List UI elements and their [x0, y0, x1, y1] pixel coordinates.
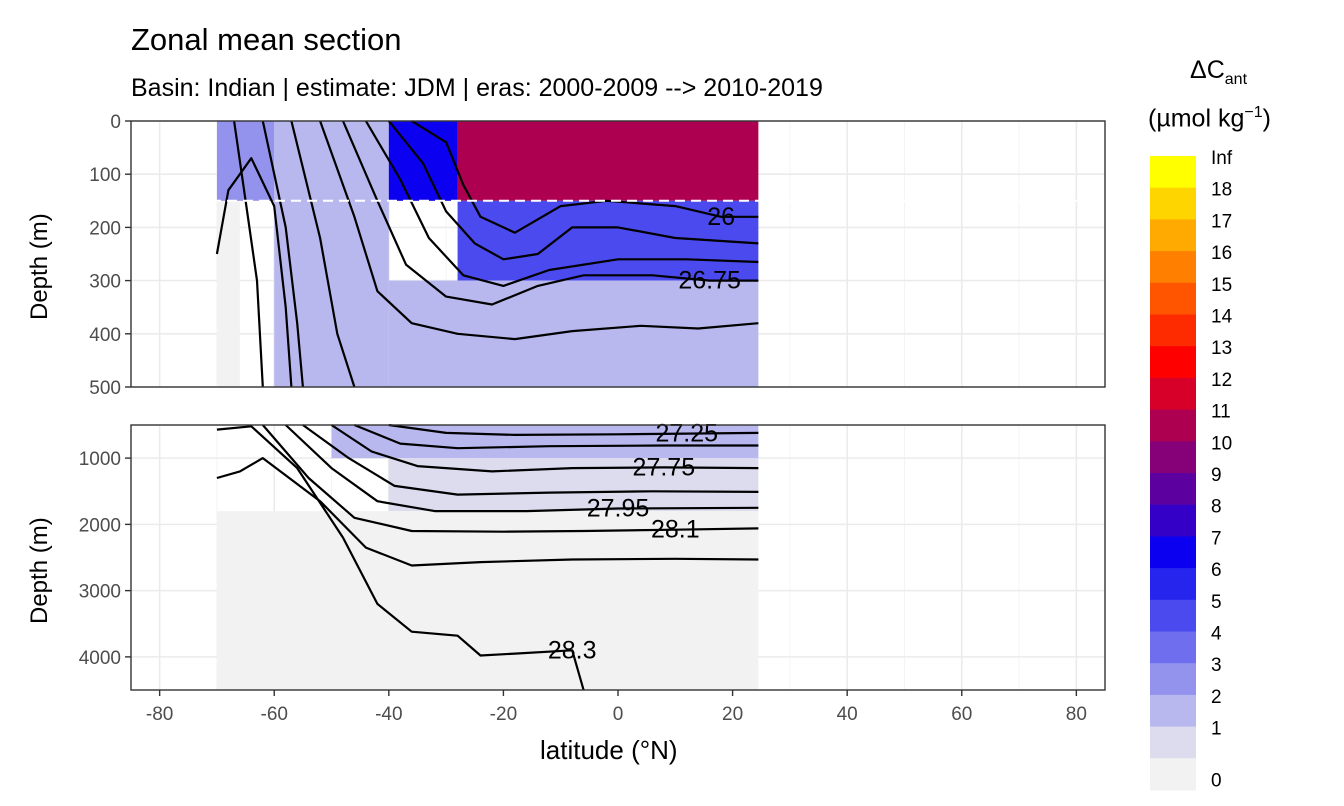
field-cell — [388, 458, 759, 512]
legend-swatch — [1150, 536, 1196, 569]
field-cell — [331, 425, 759, 459]
legend-label: Inf — [1211, 148, 1233, 169]
legend-label: 8 — [1211, 497, 1222, 518]
y-tick-label: 300 — [89, 272, 121, 293]
legend-swatch — [1150, 346, 1196, 379]
legend-swatch — [1150, 377, 1196, 411]
field-cell — [274, 121, 389, 387]
panel-border — [130, 120, 1106, 388]
legend-swatch — [1150, 568, 1196, 601]
legend-swatch — [1150, 187, 1196, 220]
contour-label: 28.1 — [651, 516, 700, 544]
legend-label: 10 — [1211, 433, 1232, 454]
legend-label: 14 — [1211, 307, 1233, 328]
legend-label: 4 — [1211, 624, 1222, 645]
legend-label: 11 — [1211, 402, 1231, 423]
contour-line — [233, 120, 264, 388]
legend-label: 9 — [1211, 465, 1222, 486]
y-tick-label: 2000 — [79, 515, 121, 536]
y-tick-label: 200 — [89, 218, 121, 239]
chart-subtitle: Basin: Indian | estimate: JDM | eras: 20… — [131, 74, 823, 102]
legend-label: 15 — [1211, 275, 1232, 296]
x-tick-label: 20 — [722, 704, 743, 725]
legend-label: 3 — [1211, 655, 1222, 676]
contour-line — [319, 120, 759, 341]
legend-swatch — [1150, 599, 1196, 632]
contour-line — [364, 120, 759, 287]
contour-label: 26 — [707, 203, 735, 231]
legend-label: 2 — [1211, 687, 1222, 708]
contour-label: 26.75 — [678, 267, 741, 295]
legend-swatch — [1150, 663, 1196, 696]
x-tick-label: 0 — [613, 704, 624, 725]
contour-line — [261, 424, 759, 533]
legend-label: 12 — [1211, 370, 1232, 391]
contour-line — [388, 423, 759, 436]
x-axis-label: latitude (°N) — [540, 735, 678, 765]
legend-swatch — [1150, 726, 1196, 759]
contour-line — [411, 120, 759, 234]
legend-label: 1 — [1211, 719, 1222, 740]
legend-swatch — [1150, 219, 1196, 252]
legend-label: 6 — [1211, 560, 1222, 581]
legend-label: 13 — [1211, 338, 1232, 359]
legend-swatch — [1150, 156, 1196, 189]
legend-unit: (µmol kg−1) — [1148, 104, 1271, 133]
y-tick-label: 3000 — [79, 582, 121, 603]
x-tick-label: -60 — [261, 704, 288, 725]
y-tick-label: 0 — [110, 112, 121, 133]
contour-line — [284, 424, 759, 513]
legend-swatch — [1150, 251, 1196, 284]
contour-label: 27.95 — [587, 494, 650, 522]
contour-line — [290, 120, 356, 388]
legend-swatch — [1150, 631, 1196, 664]
legend-label: 0 — [1211, 770, 1222, 791]
x-tick-label: -20 — [490, 704, 517, 725]
contour-line — [341, 120, 759, 306]
field-cell — [216, 511, 759, 690]
contour-label: 27.25 — [655, 420, 718, 448]
x-tick-label: -80 — [146, 704, 173, 725]
x-tick-label: 40 — [837, 704, 858, 725]
legend-swatch — [1150, 409, 1196, 442]
x-tick-label: -40 — [375, 704, 402, 725]
contour-label: 28.3 — [548, 636, 597, 664]
y-tick-label: 4000 — [79, 648, 121, 669]
contour-line — [387, 120, 759, 261]
legend-label: 18 — [1211, 180, 1232, 201]
legend-label: 17 — [1211, 211, 1232, 232]
legend-swatch — [1150, 694, 1196, 728]
field-cell — [457, 121, 759, 201]
legend-swatch — [1150, 504, 1196, 537]
y-tick-label: 400 — [89, 325, 121, 346]
contour-line — [302, 424, 759, 496]
contour-line — [330, 424, 759, 473]
legend-swatch — [1150, 314, 1196, 347]
legend-swatch — [1150, 473, 1196, 506]
y-tick-label: 100 — [89, 165, 121, 186]
chart-title: Zonal mean section — [131, 22, 402, 57]
contour-line — [215, 157, 293, 388]
x-tick-label: 60 — [951, 704, 972, 725]
x-tick-label: 80 — [1066, 704, 1087, 725]
legend-title: ΔCant — [1190, 56, 1248, 88]
y-tick-label: 500 — [89, 378, 121, 399]
legend-label: 5 — [1211, 592, 1222, 613]
y-tick-label: 1000 — [79, 449, 121, 470]
legend-swatch — [1150, 758, 1196, 791]
contour-line — [261, 120, 304, 388]
legend-label: 16 — [1211, 243, 1232, 264]
contour-line — [216, 425, 585, 691]
legend-swatch — [1150, 441, 1196, 474]
contour-line — [353, 423, 759, 450]
contour-label: 27.75 — [633, 453, 696, 481]
legend-label: 7 — [1211, 528, 1222, 549]
field-cell — [388, 280, 759, 387]
legend-swatch — [1150, 282, 1196, 315]
contour-line — [216, 457, 759, 567]
